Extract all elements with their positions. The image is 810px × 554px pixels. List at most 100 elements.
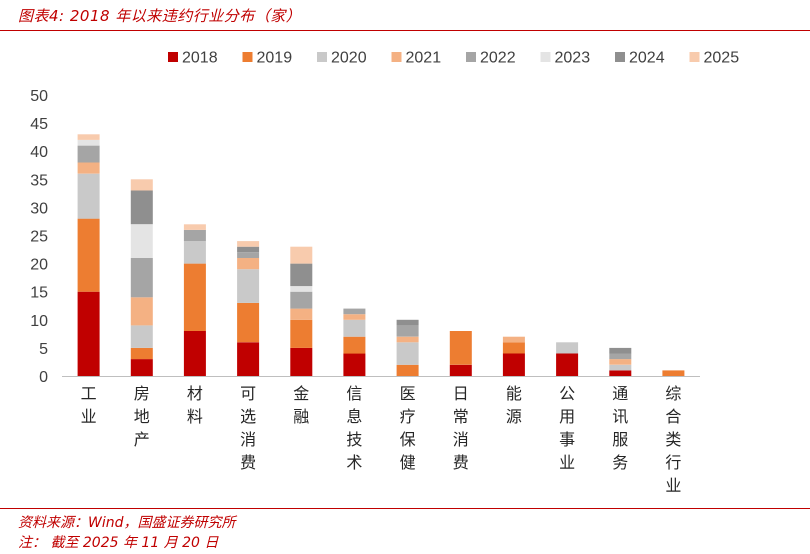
bar-segment: [183, 224, 206, 230]
y-tick-label: 50: [30, 88, 48, 105]
legend-swatch: [317, 52, 327, 62]
x-tick-label: 用: [559, 407, 575, 426]
bar-segment: [130, 179, 153, 191]
bar-segment: [237, 246, 260, 253]
x-tick-label: 可: [240, 384, 256, 403]
bar-segment: [77, 291, 100, 376]
bar-segment: [556, 353, 579, 376]
legend-swatch: [466, 52, 476, 62]
bar-segment: [77, 134, 100, 140]
bar-segment: [396, 342, 419, 365]
x-tick-label: 公: [559, 384, 575, 403]
bar-segment: [396, 319, 419, 326]
bar-segment: [343, 353, 366, 376]
bottom-rule: [0, 508, 810, 509]
bar-segment: [609, 364, 632, 371]
x-tick-label: 房: [134, 384, 150, 403]
legend-label: 2018: [182, 50, 218, 67]
x-tick-label: 地: [134, 407, 150, 426]
bar-segment: [237, 252, 260, 258]
y-tick-label: 15: [30, 285, 48, 302]
legend-label: 2019: [257, 50, 293, 67]
x-tick-label: 类: [665, 430, 681, 449]
bar-segment: [290, 263, 313, 287]
legend-label: 2020: [331, 50, 367, 67]
legend-label: 2022: [480, 50, 516, 67]
x-tick-label: 融: [293, 407, 309, 426]
x-tick-label: 金: [293, 384, 309, 403]
x-tick-label: 服: [612, 430, 628, 449]
x-tick-label: 源: [506, 407, 522, 426]
x-tick-label: 能: [506, 384, 522, 403]
bars: [77, 134, 685, 376]
x-tick-label: 消: [240, 430, 256, 449]
bar-segment: [609, 347, 632, 354]
x-tick-label: 业: [81, 407, 97, 426]
bar-segment: [77, 145, 100, 163]
figure-title: 图表4: 2018 年以来违约行业分布（家）: [18, 7, 302, 25]
bar-segment: [449, 331, 472, 365]
bar-segment: [183, 263, 206, 331]
y-tick-label: 40: [30, 144, 48, 161]
bar-segment: [77, 162, 100, 174]
legend-label: 2021: [406, 50, 442, 67]
legend-swatch: [391, 52, 402, 62]
bar-segment: [130, 297, 153, 326]
chart-legend: 2018 2019 2020 2021 2022 2023 2024 2025: [168, 50, 739, 67]
date-note: 注： 截至 2025 年 11 月 20 日: [18, 535, 219, 551]
x-tick-label: 消: [453, 430, 469, 449]
bar-segment: [449, 364, 472, 376]
y-tick-label: 0: [39, 369, 48, 386]
y-tick-label: 20: [30, 257, 48, 274]
bar-segment: [237, 258, 260, 270]
y-tick-label: 35: [30, 172, 48, 189]
bar-segment: [130, 258, 153, 298]
x-tick-label: 选: [240, 407, 256, 426]
bar-segment: [396, 325, 419, 337]
legend-swatch: [242, 52, 253, 62]
bar-segment: [290, 308, 313, 320]
bar-segment: [290, 286, 313, 292]
y-tick-label: 10: [30, 313, 48, 330]
bar-segment: [130, 190, 153, 225]
bar-segment: [130, 359, 153, 376]
legend-label: 2024: [629, 50, 665, 67]
bar-segment: [130, 347, 153, 360]
legend-swatch: [615, 52, 625, 62]
legend-label: 2023: [555, 50, 591, 67]
bar-segment: [237, 269, 260, 303]
x-tick-label: 事: [559, 430, 575, 449]
bar-segment: [502, 342, 525, 354]
x-tick-label: 务: [612, 453, 628, 472]
bar-segment: [396, 336, 419, 343]
x-tick-label: 费: [240, 453, 256, 472]
x-tick-label: 讯: [612, 407, 628, 426]
x-tick-label: 通: [612, 384, 628, 403]
bar-segment: [290, 319, 313, 348]
x-tick-label: 合: [665, 407, 681, 426]
bar-segment: [290, 347, 313, 376]
stacked-bar-chart: 2018 2019 2020 2021 2022 2023 2024 2025 0510152…: [30, 50, 739, 496]
bar-segment: [183, 229, 206, 242]
bar-segment: [77, 218, 100, 292]
source-note: 资料来源：Wind，国盛证券研究所: [18, 515, 236, 531]
bar-segment: [662, 370, 685, 376]
bar-segment: [290, 246, 313, 264]
bar-segment: [130, 325, 153, 348]
y-tick-label: 5: [39, 341, 48, 358]
bar-segment: [237, 342, 260, 376]
x-tick-label: 费: [453, 453, 469, 472]
x-tick-label: 术: [346, 453, 362, 472]
y-axis: 0 5 10 15 20 25 30 35 40 45 50: [30, 88, 48, 386]
x-tick-label: 息: [346, 407, 362, 426]
bar-segment: [237, 302, 260, 343]
x-tick-label: 行: [665, 453, 681, 472]
legend-swatch: [168, 52, 178, 62]
x-tick-label: 工: [81, 384, 97, 403]
top-rule: [0, 30, 810, 31]
bar-segment: [343, 319, 366, 337]
legend-swatch: [689, 52, 700, 62]
x-tick-label: 材: [187, 384, 203, 403]
x-tick-label: 日: [453, 384, 469, 403]
